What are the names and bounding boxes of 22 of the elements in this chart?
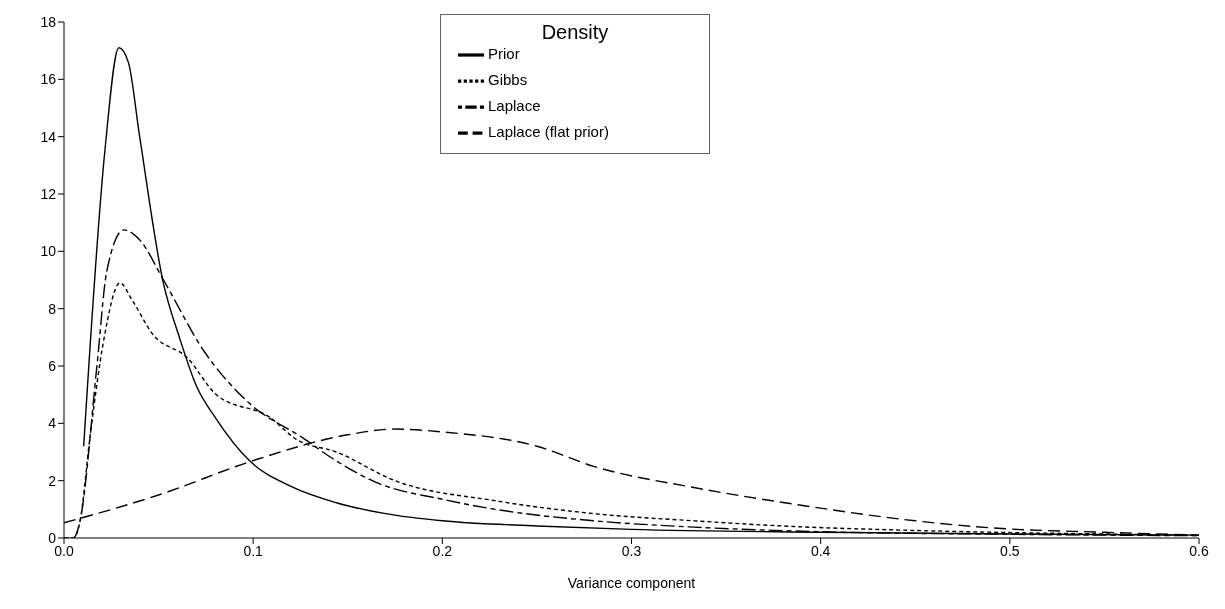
y-tick-label: 8 bbox=[48, 300, 57, 317]
x-tick-label: 0.5 bbox=[1000, 542, 1020, 559]
legend-label: Laplace bbox=[488, 96, 541, 114]
x-tick-label: 0.6 bbox=[1189, 542, 1209, 559]
y-tick-label: 4 bbox=[48, 415, 57, 432]
y-tick-label: 2 bbox=[48, 472, 57, 489]
y-tick-label: 14 bbox=[40, 128, 57, 145]
x-tick-label: 0.0 bbox=[54, 542, 74, 559]
y-tick-label: 0 bbox=[48, 529, 57, 546]
legend-label: Gibbs bbox=[488, 70, 528, 88]
x-tick-label: 0.2 bbox=[432, 542, 453, 559]
y-tick-label: 12 bbox=[40, 185, 57, 202]
x-tick-label: 0.3 bbox=[621, 542, 642, 559]
y-tick-label: 10 bbox=[40, 243, 57, 260]
x-tick-label: 0.4 bbox=[810, 542, 831, 559]
legend-label: Laplace (flat prior) bbox=[488, 122, 609, 140]
x-axis-title: Variance component bbox=[567, 575, 696, 591]
legend-label: Prior bbox=[488, 44, 520, 62]
y-tick-label: 6 bbox=[48, 357, 57, 374]
x-tick-label: 0.1 bbox=[243, 542, 264, 559]
y-tick-label: 16 bbox=[40, 71, 57, 88]
y-tick-label: 18 bbox=[40, 13, 57, 30]
